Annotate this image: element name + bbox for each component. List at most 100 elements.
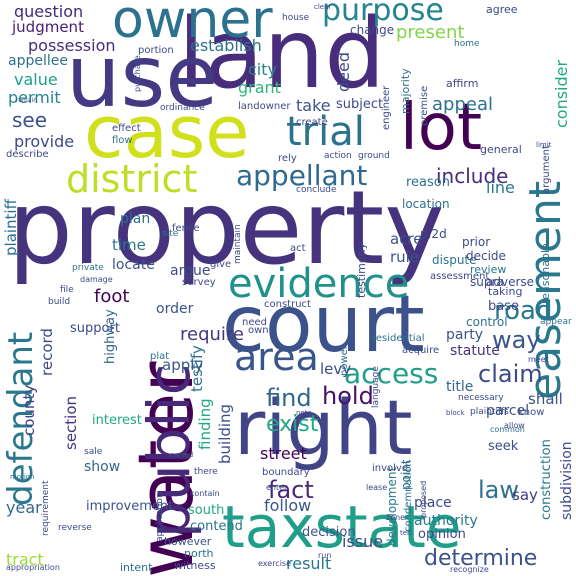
cloud-word: construct <box>264 299 311 310</box>
cloud-word: however <box>164 535 212 548</box>
cloud-word: road <box>494 296 553 326</box>
cloud-word: access <box>344 357 439 390</box>
cloud-word: house <box>282 13 310 23</box>
cloud-word: reasonable <box>539 243 552 304</box>
cloud-word: plaintiffs <box>470 407 509 417</box>
cloud-word: order <box>156 301 194 317</box>
cloud-word: fence <box>172 223 200 234</box>
cloud-word: subject <box>336 97 384 112</box>
cloud-word: purpose <box>322 0 444 28</box>
cloud-word: own <box>248 325 269 336</box>
cloud-word: maintain <box>233 224 243 264</box>
cloud-word: portion <box>138 45 174 56</box>
cloud-word: residential <box>372 333 425 344</box>
cloud-word: allow <box>504 421 525 430</box>
cloud-word: land <box>178 0 386 110</box>
cloud-word: proposed <box>419 480 428 518</box>
cloud-word: p.2d <box>420 227 447 241</box>
cloud-word: engineer <box>381 85 392 130</box>
cloud-word: survey <box>182 277 216 288</box>
cloud-word: premise <box>419 85 430 126</box>
cloud-word: motion <box>10 473 35 481</box>
cloud-word: exist <box>266 412 319 437</box>
cloud-word: subdivision <box>559 441 575 520</box>
cloud-word: appropriation <box>6 563 60 572</box>
cloud-word: zone <box>386 513 406 522</box>
cloud-word: give <box>210 259 232 270</box>
cloud-word: describe <box>6 149 49 160</box>
cloud-word: building <box>216 403 234 464</box>
cloud-word: follow <box>264 496 312 515</box>
cloud-word: location <box>402 197 450 211</box>
cloud-word: south <box>188 503 225 518</box>
cloud-word: plan <box>120 211 151 227</box>
cloud-word: effect <box>112 123 141 134</box>
cloud-word: plaintiff <box>2 199 20 256</box>
cloud-word: necessary <box>458 393 504 403</box>
cloud-word: locate <box>112 257 155 273</box>
cloud-word: taxstate <box>222 493 462 561</box>
cloud-word: reason <box>406 175 450 190</box>
cloud-word: property <box>8 169 445 288</box>
cloud-word: tract <box>6 550 44 569</box>
cloud-word: line <box>486 178 515 197</box>
cloud-word: landowner <box>238 101 291 112</box>
cloud-word: court <box>222 280 425 370</box>
cloud-word: assessment <box>430 271 490 282</box>
cloud-word: taking <box>488 285 523 298</box>
cloud-word: authority <box>414 513 478 529</box>
cloud-word: acquire <box>402 345 440 356</box>
cloud-word: decide <box>466 249 506 263</box>
cloud-word: way <box>492 326 541 354</box>
cloud-word: construction <box>539 439 554 520</box>
cloud-word: value <box>14 70 58 89</box>
cloud-word: party <box>446 327 483 343</box>
cloud-word: require <box>180 324 244 345</box>
cloud-word: control <box>466 315 508 329</box>
cloud-word: deed <box>334 52 353 92</box>
cloud-word: know <box>518 407 545 418</box>
cloud-word: record <box>38 328 56 376</box>
cloud-word: district <box>66 157 198 201</box>
cloud-word: exercise <box>258 559 292 568</box>
cloud-word: reverse <box>58 523 92 533</box>
cloud-word: seek <box>488 439 519 454</box>
cloud-word: highway <box>103 309 118 364</box>
cloud-word: affirm <box>446 77 479 90</box>
cloud-word: change <box>350 23 395 37</box>
cloud-word: issue <box>342 532 384 551</box>
cloud-word: limit <box>536 141 552 149</box>
cloud-word: involve <box>372 463 409 474</box>
cloud-word: result <box>286 554 332 573</box>
cloud-word: dispute <box>432 253 477 267</box>
cloud-word: file <box>60 285 74 295</box>
cloud-word: home <box>454 39 480 49</box>
cloud-word: flow <box>112 135 133 146</box>
cloud-word: question <box>14 2 84 21</box>
cloud-word: possession <box>28 36 116 55</box>
cloud-word: clear <box>314 3 332 11</box>
cloud-word: meet <box>528 355 549 364</box>
cloud-word: base <box>488 299 519 314</box>
cloud-word: contend <box>190 519 243 534</box>
cloud-word: act <box>290 243 306 254</box>
cloud-word: find <box>266 384 312 412</box>
cloud-word: fact <box>268 476 314 504</box>
cloud-word: private <box>72 263 104 273</box>
cloud-word: supra <box>470 275 504 289</box>
cloud-word: use <box>66 27 219 127</box>
cloud-word: remain <box>16 97 38 104</box>
cloud-word: apply <box>162 356 204 374</box>
cloud-word: grant <box>238 78 281 97</box>
cloud-word: county <box>20 384 38 436</box>
cloud-word: conclude <box>296 185 337 195</box>
cloud-word: permit <box>8 88 61 107</box>
cloud-word: testimony <box>355 242 368 298</box>
cloud-word: site <box>162 229 179 239</box>
cloud-word: enter <box>266 483 288 492</box>
cloud-word: levy <box>320 360 352 378</box>
cloud-word: agree <box>486 3 518 16</box>
cloud-word: claim <box>478 360 543 388</box>
cloud-word: recognize <box>450 565 489 574</box>
cloud-word: action <box>324 151 352 161</box>
